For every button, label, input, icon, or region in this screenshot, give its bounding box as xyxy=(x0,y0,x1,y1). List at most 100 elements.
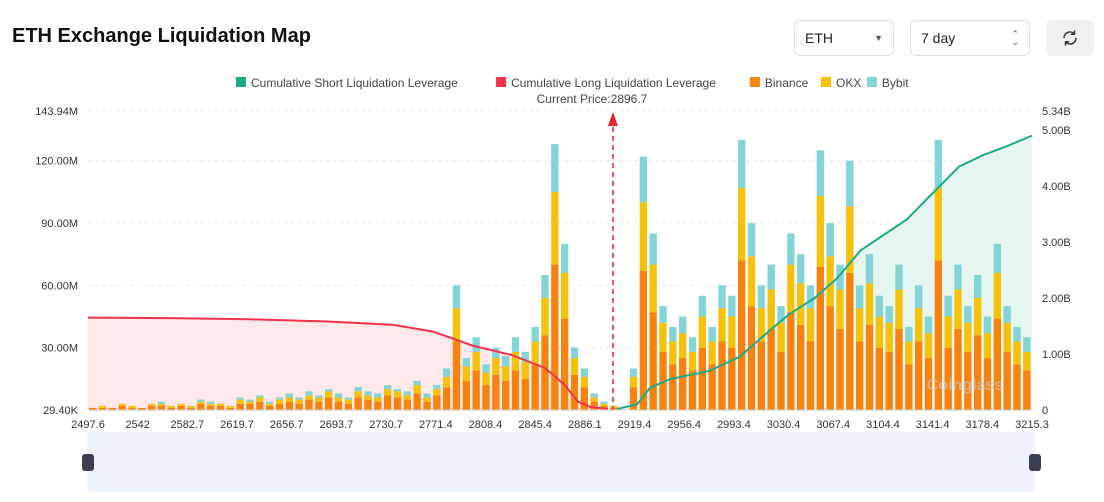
right-tick-label: 0 xyxy=(1042,405,1048,417)
bar-bybit xyxy=(423,393,431,398)
bar-okx xyxy=(344,399,352,404)
bar-binance xyxy=(295,403,303,410)
bar-binance xyxy=(344,403,352,410)
bar-okx xyxy=(865,283,874,325)
x-tick-label: 3104.4 xyxy=(866,419,900,431)
bar-okx xyxy=(826,256,834,307)
x-tick-label: 2619.7 xyxy=(220,419,254,431)
bar-bybit xyxy=(747,223,756,257)
bar-okx xyxy=(846,206,854,273)
long-cumulative-line xyxy=(87,316,609,410)
bar-binance xyxy=(187,407,195,410)
bar-binance xyxy=(482,385,490,410)
bar-okx xyxy=(1023,351,1031,371)
bar-bybit xyxy=(413,380,421,386)
bar-binance xyxy=(846,272,854,410)
x-tick-label: 2730.7 xyxy=(369,419,403,431)
bar-okx xyxy=(777,322,785,352)
x-tick-label: 2771.4 xyxy=(419,419,453,431)
up-down-chevron-icon: ⌃ ⌄ xyxy=(1011,29,1019,47)
bar-bybit xyxy=(275,397,284,400)
bar-binance xyxy=(1013,364,1021,410)
bar-binance xyxy=(157,405,166,410)
bar-binance xyxy=(679,358,687,410)
bar-binance xyxy=(266,405,274,410)
x-tick-label: 3030.4 xyxy=(767,419,801,431)
x-tick-label: 3141.4 xyxy=(916,419,950,431)
current-price-arrow-icon xyxy=(607,112,618,126)
bar-binance xyxy=(787,312,795,410)
bar-okx xyxy=(649,264,657,313)
bar-binance xyxy=(472,370,480,410)
bar-bybit xyxy=(315,395,323,398)
bar-binance xyxy=(551,264,559,410)
bar-binance xyxy=(570,374,579,410)
legend-swatch xyxy=(496,77,507,87)
coin-select[interactable]: ETH ▼ xyxy=(794,20,894,56)
bar-binance xyxy=(669,364,677,410)
bar-bybit xyxy=(541,274,549,298)
bar-bybit xyxy=(964,306,972,323)
bar-bybit xyxy=(944,295,952,317)
bar-bybit xyxy=(266,401,274,404)
bar-okx xyxy=(403,395,411,400)
bar-binance xyxy=(856,341,864,410)
bar-binance xyxy=(118,405,126,410)
refresh-button[interactable] xyxy=(1046,20,1094,56)
bar-okx xyxy=(570,358,579,375)
bar-okx xyxy=(974,297,982,336)
bar-binance xyxy=(541,335,549,410)
bar-bybit xyxy=(905,326,913,342)
bar-binance xyxy=(98,407,107,410)
zoom-slider-right-handle[interactable] xyxy=(1029,454,1041,471)
legend-swatch xyxy=(236,77,246,87)
bar-okx xyxy=(747,256,756,307)
watermark: Coinglass xyxy=(927,377,1004,394)
bar-okx xyxy=(698,316,706,348)
bar-okx xyxy=(541,297,549,336)
bar-binance xyxy=(364,399,372,410)
bar-okx xyxy=(1013,341,1021,365)
bar-binance xyxy=(983,358,992,410)
bar-binance xyxy=(649,312,657,410)
bar-bybit xyxy=(806,285,815,309)
x-tick-label: 2542 xyxy=(125,419,149,431)
bar-bybit xyxy=(718,285,726,309)
bar-okx xyxy=(226,405,234,408)
bar-binance xyxy=(993,318,1001,410)
bar-binance xyxy=(128,407,136,410)
right-tick-label: 5.00B xyxy=(1042,125,1071,137)
bar-binance xyxy=(393,397,402,410)
bar-okx xyxy=(708,341,716,365)
bar-okx xyxy=(531,341,539,365)
bar-binance xyxy=(875,347,883,410)
right-tick-label: 2.00B xyxy=(1042,293,1071,305)
bar-okx xyxy=(797,283,805,325)
x-tick-label: 2582.7 xyxy=(171,419,205,431)
bar-bybit xyxy=(580,368,588,377)
bar-bybit xyxy=(885,306,893,323)
bar-binance xyxy=(462,380,470,410)
bar-binance xyxy=(423,401,431,410)
bar-okx xyxy=(413,385,421,394)
bar-bybit xyxy=(639,156,647,203)
bar-okx xyxy=(374,397,382,402)
bar-bybit xyxy=(738,139,746,188)
bar-binance xyxy=(747,306,756,410)
bar-okx xyxy=(216,403,225,406)
x-tick-label: 2693.7 xyxy=(320,419,354,431)
zoom-slider-track[interactable] xyxy=(87,432,1035,492)
bar-bybit xyxy=(433,385,441,390)
bar-okx xyxy=(561,272,569,319)
range-select[interactable]: 7 day ⌃ ⌄ xyxy=(910,20,1030,56)
legend-swatch xyxy=(749,77,760,87)
bar-binance xyxy=(806,341,815,410)
bar-bybit xyxy=(983,316,992,334)
zoom-slider-left-handle[interactable] xyxy=(82,454,94,471)
range-select-value: 7 day xyxy=(921,30,956,46)
bar-okx xyxy=(1003,322,1011,352)
bar-binance xyxy=(256,401,264,410)
bar-binance xyxy=(452,341,461,410)
bar-okx xyxy=(246,401,254,404)
